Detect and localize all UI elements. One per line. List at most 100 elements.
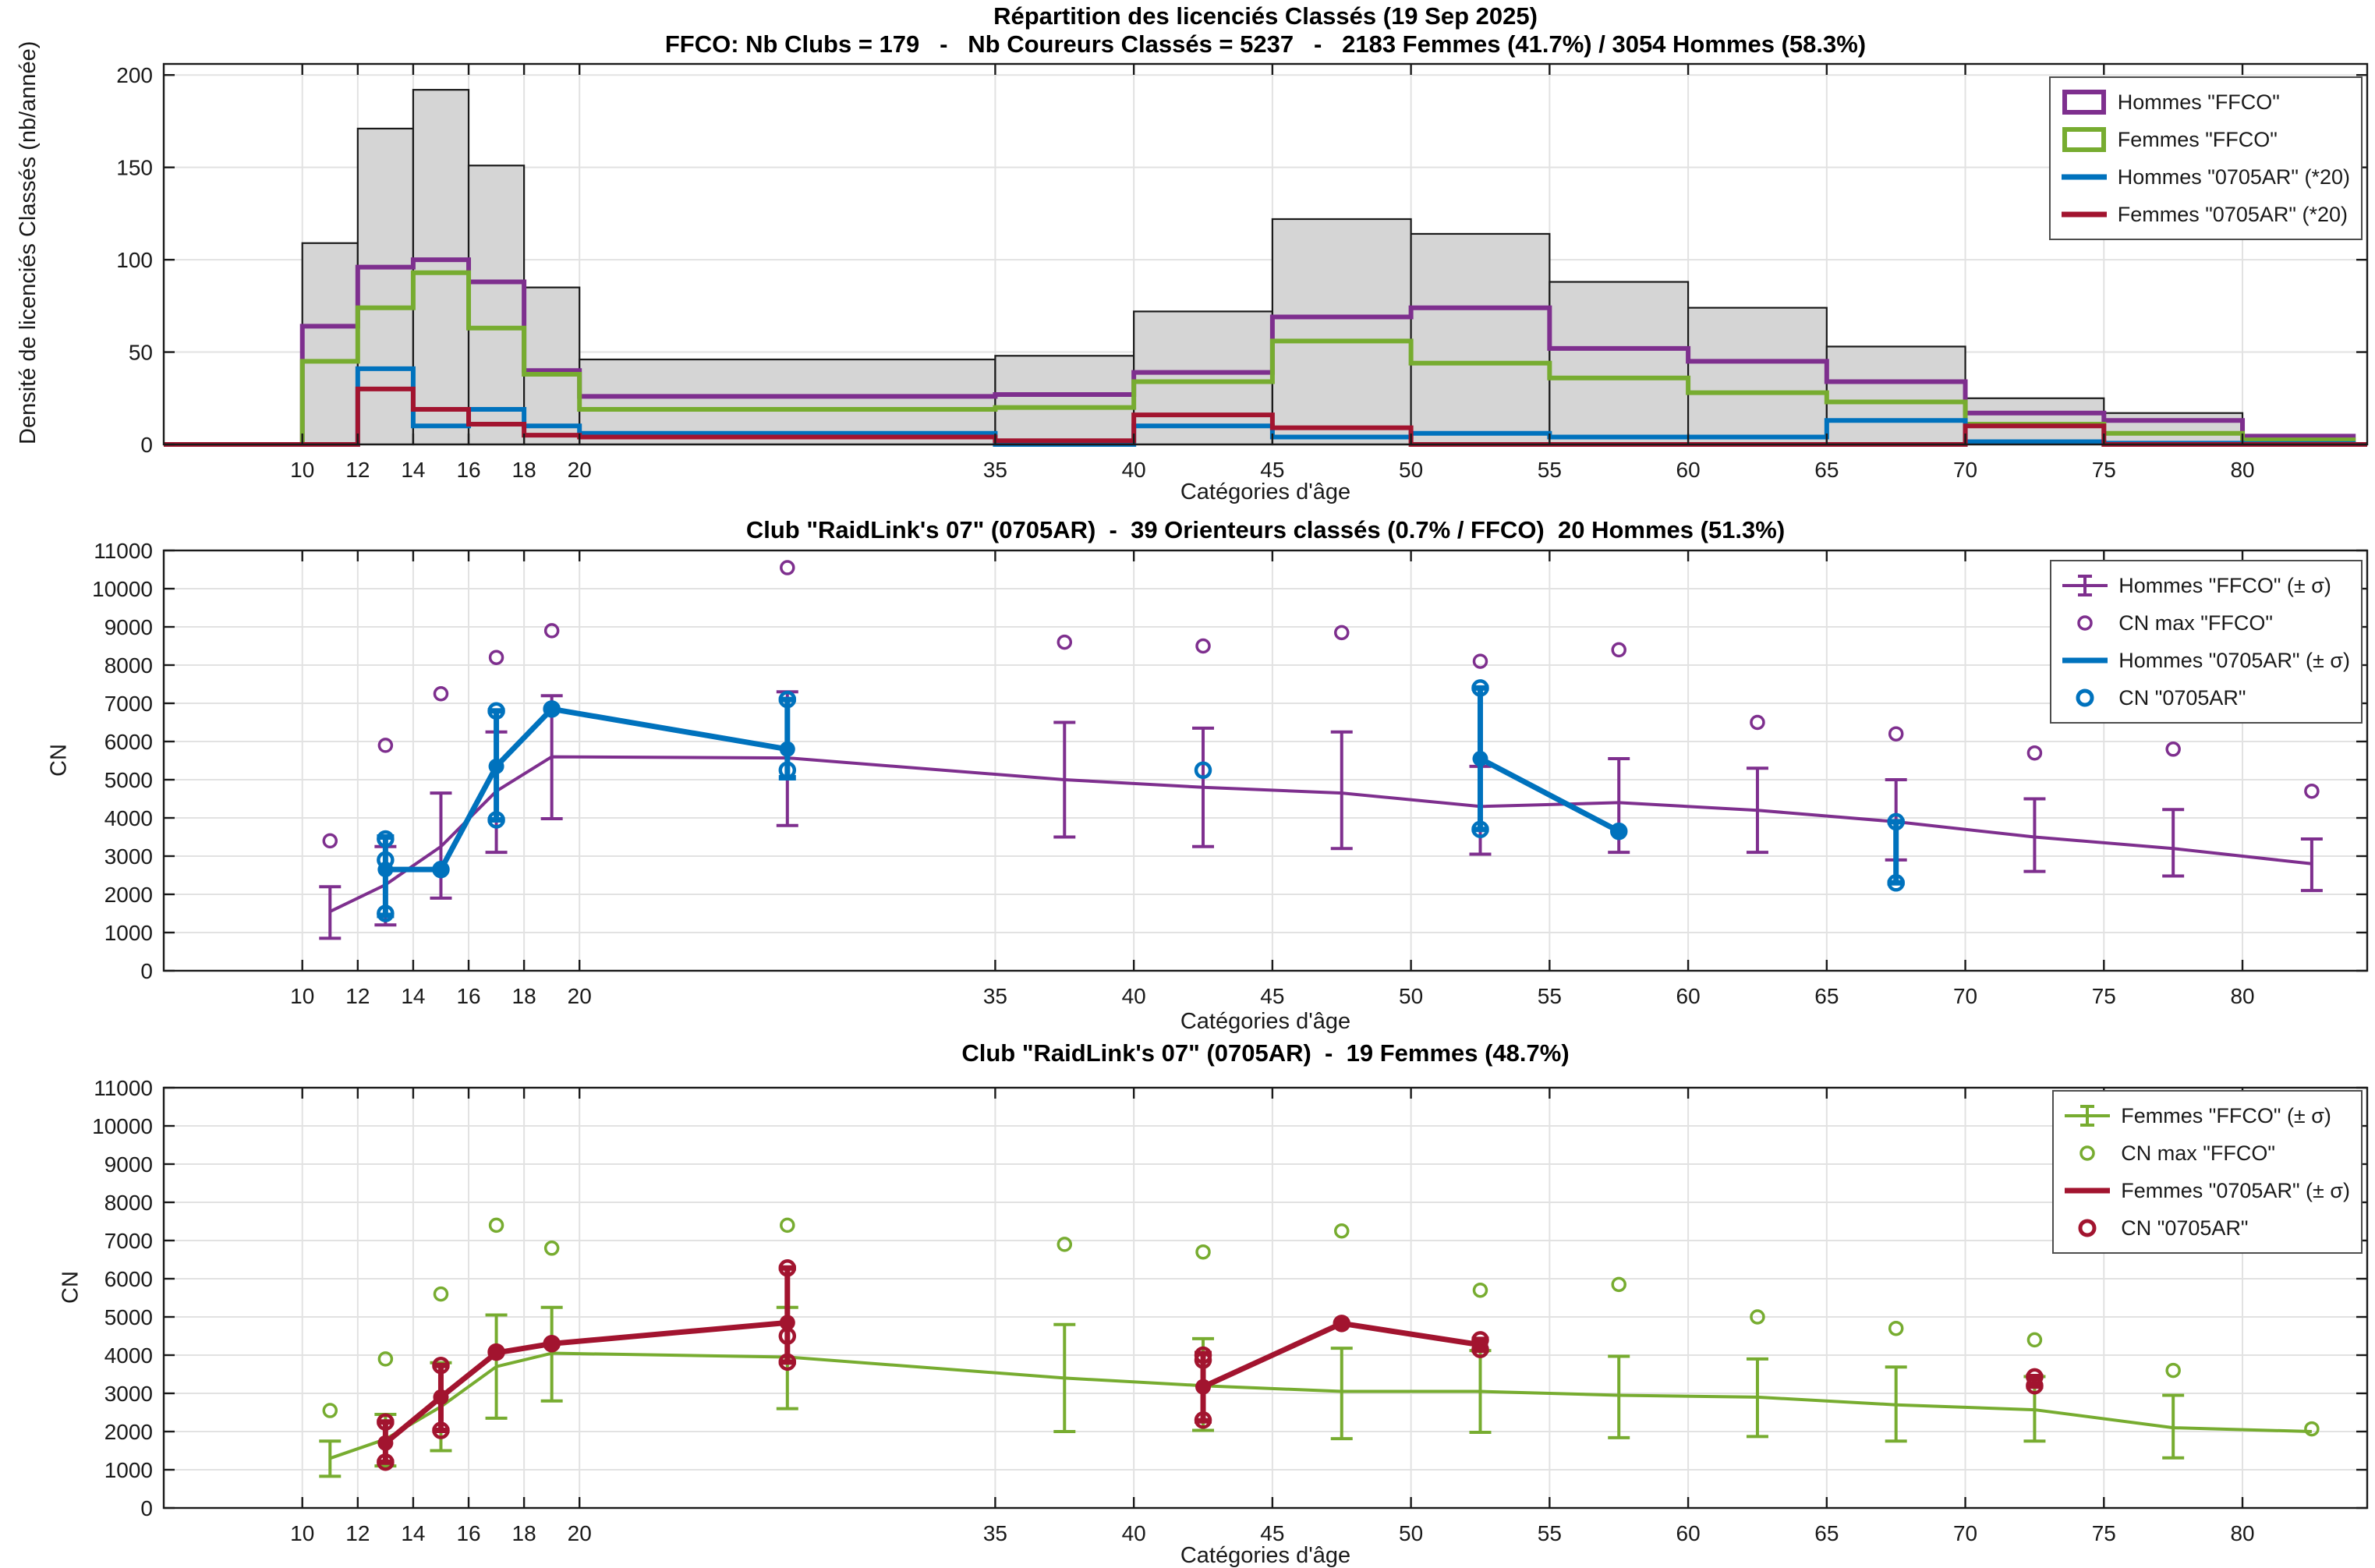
x-tick-label: 55 <box>1538 458 1562 482</box>
cn-dot-cn-0705ar <box>1194 1351 1212 1369</box>
x-tick-label: 10 <box>290 1521 314 1545</box>
cn-dot-cn-0705ar <box>778 1259 797 1277</box>
x-tick-label: 20 <box>568 984 592 1008</box>
cn-dot-cn-0705ar <box>377 1413 395 1431</box>
cn-dot-cn-max-ffco <box>488 1217 504 1234</box>
cn-dot-cn-0705ar <box>1194 1411 1212 1429</box>
legend-item-label: CN "0705AR" <box>2118 685 2246 710</box>
x-tick-label: 45 <box>1260 458 1284 482</box>
y-tick-label: 200 <box>116 63 153 87</box>
ring-bold-legend-glyph-icon <box>2078 1219 2097 1237</box>
x-tick-label: 80 <box>2230 984 2254 1008</box>
axes-box <box>162 1086 2369 1510</box>
cn-dot-cn-max-ffco <box>780 1217 795 1234</box>
cn-dot-cn-0705ar <box>432 860 450 879</box>
histogram-bar <box>1964 397 2105 446</box>
y-tick-label: 9000 <box>104 615 153 639</box>
legend-item: CN max "FFCO" <box>2062 1135 2350 1171</box>
y-tick-label: 5000 <box>104 768 153 792</box>
x-tick-label: 75 <box>2092 1521 2116 1545</box>
y-tick-label: 8000 <box>104 653 153 678</box>
y-tick-label: 9000 <box>104 1152 153 1177</box>
y-tick-label: 2000 <box>104 1420 153 1444</box>
histogram-bar <box>467 165 526 446</box>
legend-item: Femmes "0705AR" (± σ) <box>2062 1173 2350 1209</box>
x-tick-label: 70 <box>1953 458 1977 482</box>
legend-item: CN "0705AR" <box>2062 1210 2350 1246</box>
x-tick-label: 65 <box>1814 1521 1839 1545</box>
cn-dot-cn-0705ar <box>487 811 505 829</box>
cn-dot-cn-0705ar <box>778 1353 797 1372</box>
x-tick-label: 80 <box>2230 1521 2254 1545</box>
x-tick-label: 18 <box>512 1521 536 1545</box>
femmes-plot-legend: Femmes "FFCO" (± σ) CN max "FFCO" Femmes "… <box>2052 1090 2363 1254</box>
cn-dot-cn-max-ffco <box>1472 1282 1488 1298</box>
x-tick-label: 16 <box>456 458 480 482</box>
cn-dot-cn-0705ar <box>377 1453 395 1471</box>
y-tick-label: 100 <box>116 248 153 272</box>
hommes-plot-canvas: 10 12 14 16 18 20 35 40 45 50 55 60 65 70 75 80 0 1000 200… <box>92 539 2369 1008</box>
mean-line-hommes-0705ar-mean <box>1478 756 1620 834</box>
cn-dot-cn-max-ffco <box>543 1241 560 1256</box>
errorbar-legend-glyph-icon <box>2062 575 2108 596</box>
y-tick-label: 2000 <box>104 883 153 907</box>
cn-dot-cn-max-ffco <box>1334 625 1350 641</box>
axes-box <box>162 62 2369 446</box>
x-tick-label: 50 <box>1399 458 1423 482</box>
x-tick-label: 80 <box>2230 458 2254 482</box>
legend-item: Hommes "0705AR" (± σ) <box>2059 642 2350 678</box>
box-legend-glyph-icon <box>2062 90 2106 115</box>
hommes-plot-section: 10 12 14 16 18 20 35 40 45 50 55 60 65 70 75 80 0 1000 200… <box>0 511 2375 1035</box>
cn-dot-cn-0705ar <box>1471 1331 1489 1349</box>
femmes-plot-ylabel: CN <box>58 1271 83 1304</box>
y-tick-label: 7000 <box>104 692 153 716</box>
cn-dot-cn-max-ffco <box>2304 1421 2320 1437</box>
x-tick-label: 40 <box>1122 1521 1146 1545</box>
mean-marker-femmes-0705ar-mean <box>377 1435 394 1451</box>
femmes-plot-canvas: 10 12 14 16 18 20 35 40 45 50 55 60 65 70 75 80 0 1000 200… <box>92 1076 2369 1545</box>
cn-dot-cn-0705ar <box>778 1327 797 1345</box>
cn-dot-cn-max-ffco <box>377 738 394 753</box>
cn-dot-cn-0705ar <box>432 1356 450 1375</box>
y-tick-label: 11000 <box>94 539 153 563</box>
femmes-plot-section: 10 12 14 16 18 20 35 40 45 50 55 60 65 70 75 80 0 1000 200… <box>0 1035 2375 1568</box>
cn-dot-cn-0705ar <box>2026 1376 2044 1395</box>
line-legend-glyph-icon <box>2061 174 2107 180</box>
x-tick-label: 65 <box>1814 458 1839 482</box>
y-tick-label: 6000 <box>104 1267 153 1291</box>
cn-dot-cn-0705ar <box>1471 1340 1489 1358</box>
cn-dot-cn-max-ffco <box>2165 742 2181 757</box>
x-tick-label: 35 <box>983 1521 1007 1545</box>
mean-marker-hommes-0705ar-mean <box>779 741 795 757</box>
cn-dot-cn-max-ffco <box>1750 1309 1765 1325</box>
cn-dot-cn-max-ffco <box>1888 1320 1904 1336</box>
cn-dot-cn-0705ar <box>1609 822 1628 841</box>
cn-dot-cn-0705ar <box>377 851 395 869</box>
cn-dot-cn-max-ffco <box>1611 1276 1626 1293</box>
legend-item: CN max "FFCO" <box>2059 605 2350 641</box>
x-tick-label: 14 <box>401 984 425 1008</box>
cn-dot-cn-max-ffco <box>780 560 795 575</box>
histogram-bar <box>1271 218 1412 446</box>
x-tick-label: 35 <box>983 458 1007 482</box>
cn-dot-cn-max-ffco <box>377 1351 394 1367</box>
cn-dot-cn-0705ar <box>1333 1315 1351 1333</box>
x-tick-label: 14 <box>401 1521 425 1545</box>
y-tick-label: 1000 <box>104 1458 153 1482</box>
line-legend-glyph-icon <box>2061 211 2107 218</box>
cn-dot-cn-max-ffco <box>1472 653 1488 669</box>
cn-dot-cn-0705ar <box>543 1335 561 1353</box>
cn-dot-cn-0705ar <box>432 1421 450 1439</box>
ring-bold-legend-glyph-icon <box>2076 688 2094 707</box>
cn-dot-cn-max-ffco <box>1334 1223 1350 1239</box>
cn-dot-cn-0705ar <box>487 1343 505 1361</box>
y-tick-label: 0 <box>140 1496 153 1520</box>
x-tick-label: 16 <box>456 1521 480 1545</box>
legend-item-label: Femmes "FFCO" (± σ) <box>2121 1103 2331 1127</box>
x-tick-label: 40 <box>1122 984 1146 1008</box>
x-tick-label: 50 <box>1399 984 1423 1008</box>
histogram-bar <box>1549 281 1690 446</box>
y-tick-label: 4000 <box>104 1343 153 1368</box>
cn-dot-cn-0705ar <box>2026 1368 2044 1386</box>
cn-dot-cn-max-ffco <box>2304 783 2320 799</box>
